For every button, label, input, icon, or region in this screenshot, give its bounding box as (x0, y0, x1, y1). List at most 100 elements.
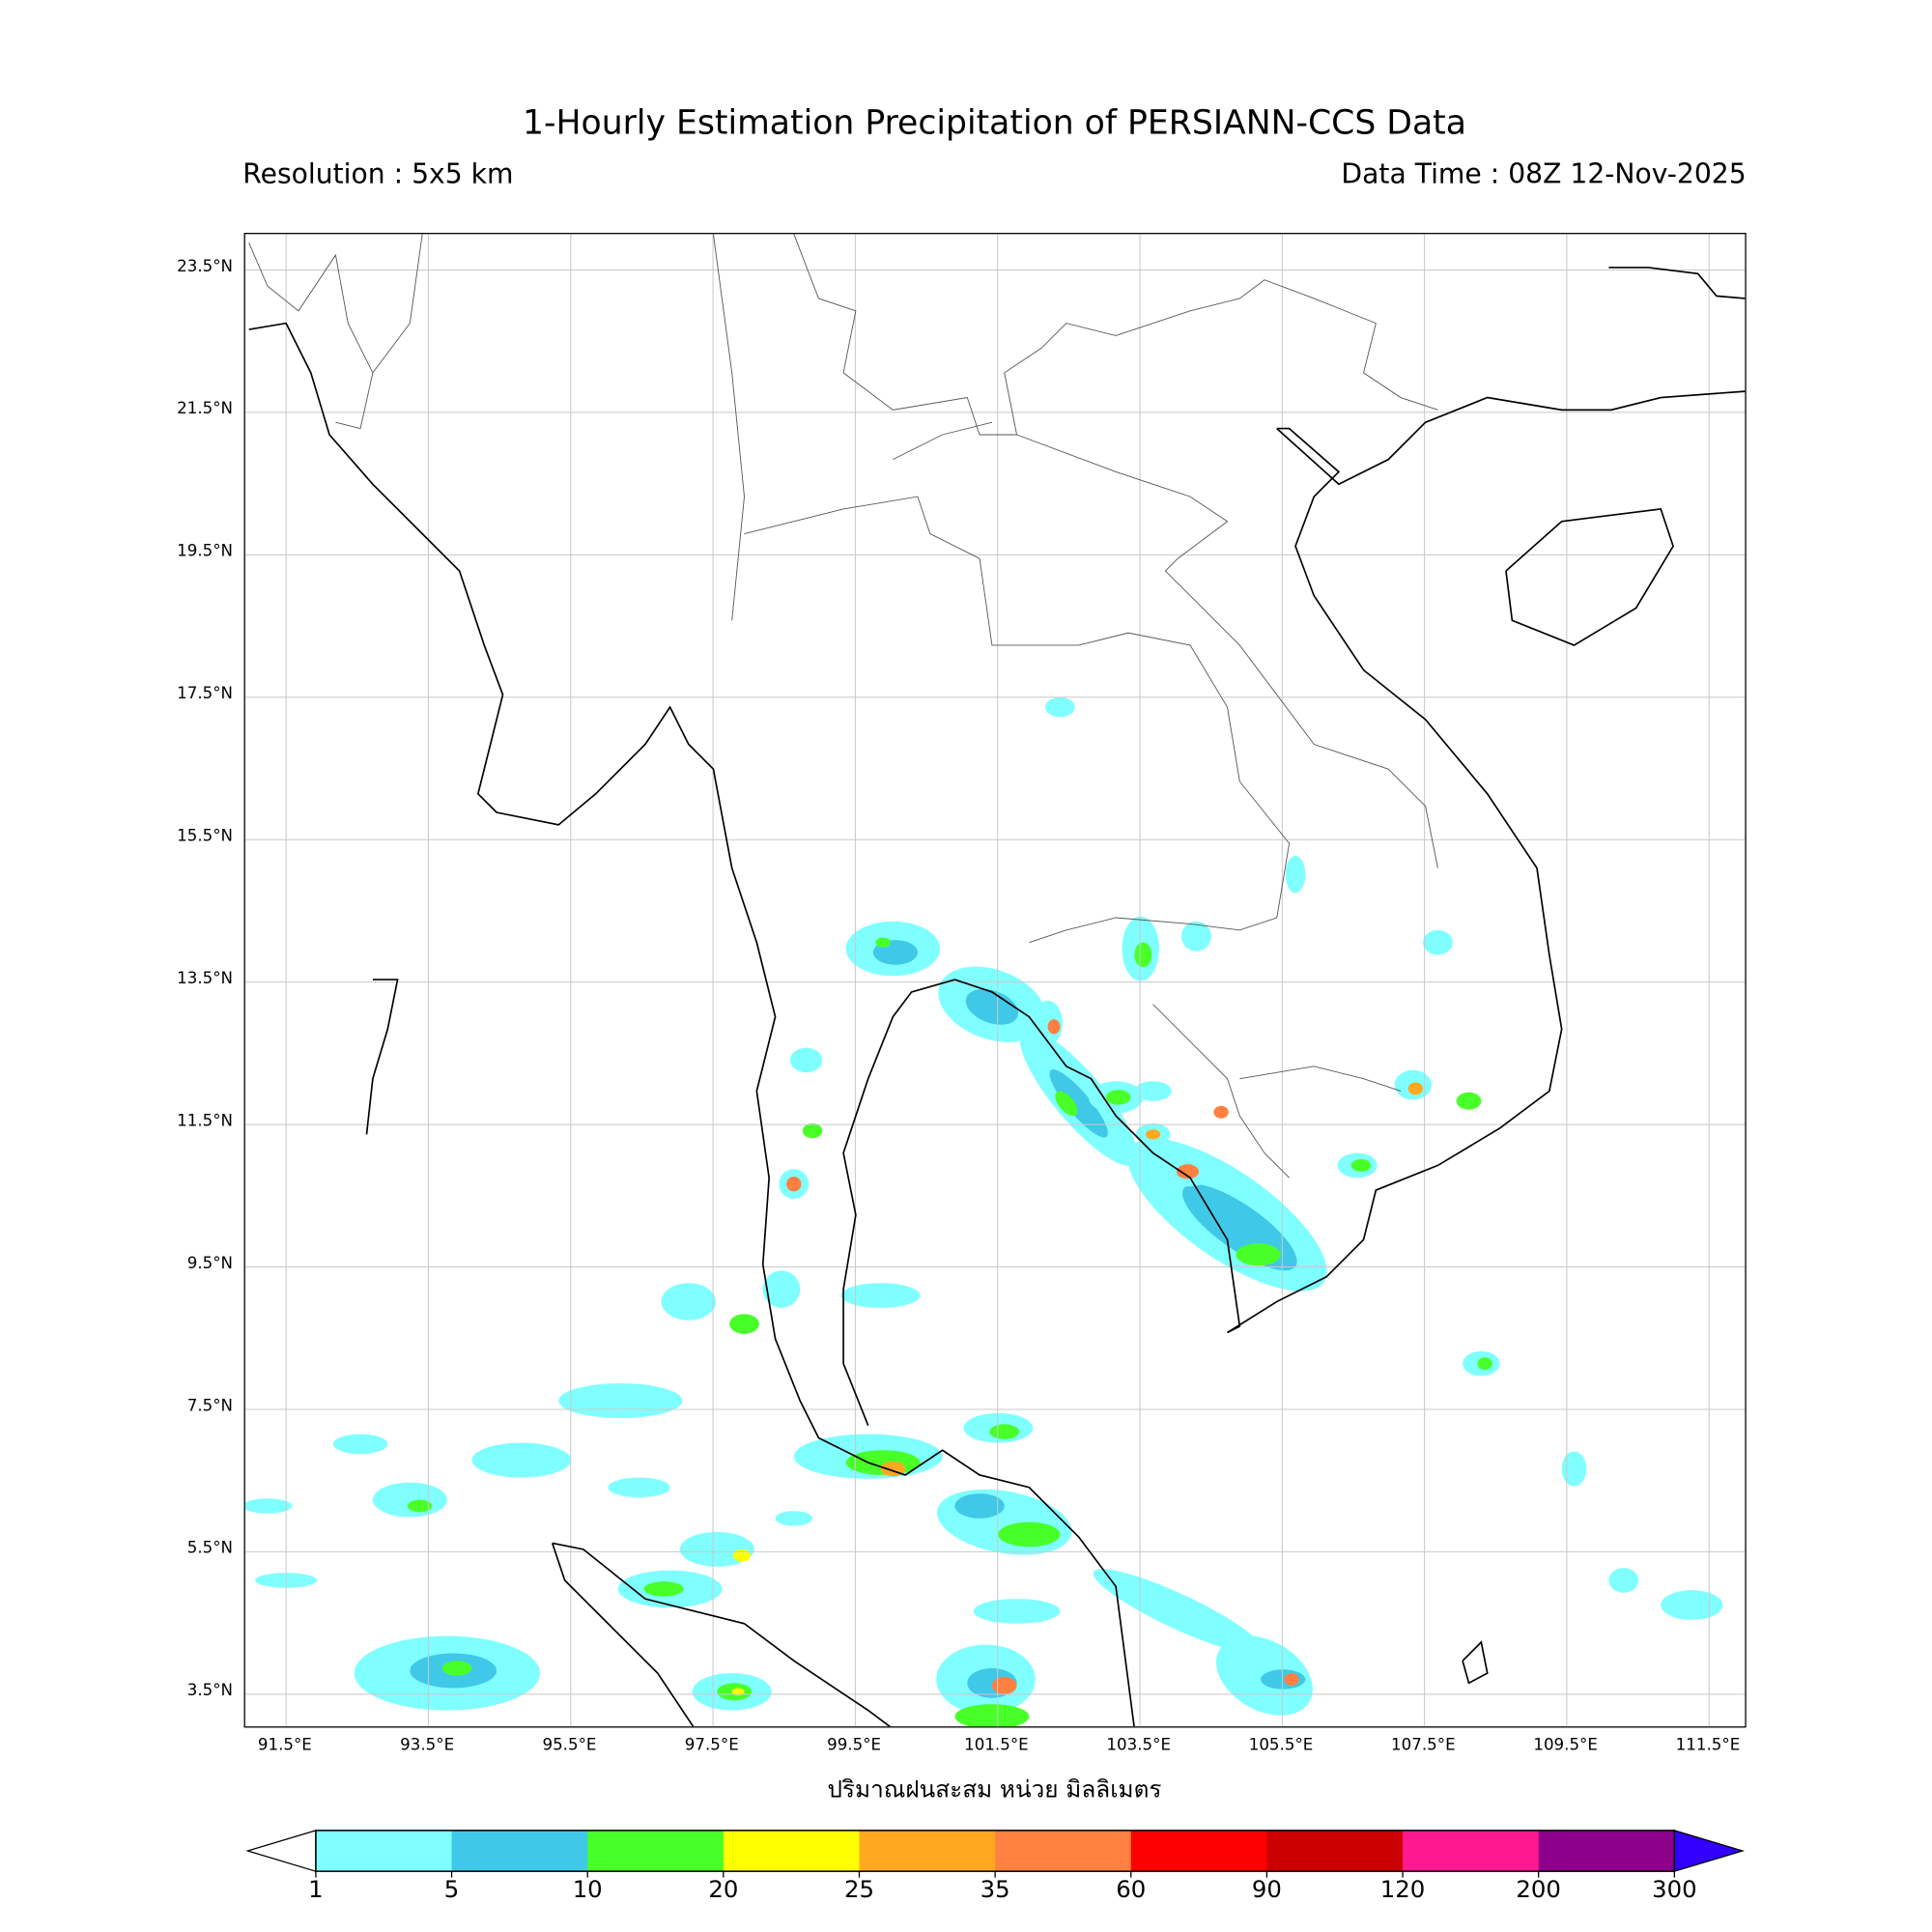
coastline (248, 322, 1135, 1727)
colorbar-over-arrow (1673, 1830, 1746, 1873)
lon-tick-label: 107.5°E (1391, 1736, 1456, 1755)
lon-tick-label: 95.5°E (542, 1736, 597, 1755)
rain-area (1423, 929, 1453, 955)
colorbar-tick-label: 90 (1251, 1876, 1282, 1904)
rain-area (372, 1482, 447, 1518)
rain-area (762, 1270, 801, 1308)
colorbar-tick-label: 20 (708, 1876, 739, 1904)
rain-area (729, 1314, 759, 1334)
colorbar-segment (859, 1830, 996, 1872)
lon-tick-label: 109.5°E (1533, 1736, 1598, 1755)
lat-tick-label: 17.5°N (177, 684, 234, 704)
rain-area (1049, 1069, 1108, 1138)
precipitation-map (244, 234, 1746, 1727)
rain-area (954, 1493, 1005, 1519)
rain-area (1181, 921, 1211, 952)
map-panel (243, 233, 1747, 1728)
rain-area (1285, 855, 1306, 894)
rain-area (332, 1434, 388, 1455)
rain-area (471, 1442, 572, 1478)
rain-area (954, 1704, 1030, 1727)
lat-tick-label: 9.5°N (186, 1254, 234, 1273)
rain-area (1145, 1129, 1161, 1140)
rain-area (1176, 1164, 1200, 1179)
rain-area (1105, 1090, 1131, 1105)
rain-area (1134, 1081, 1172, 1101)
rain-area (558, 1383, 683, 1418)
resolution-label: Resolution : 5x5 km (242, 159, 514, 191)
lon-tick-label: 105.5°E (1248, 1736, 1314, 1755)
lon-tick-label: 99.5°E (827, 1736, 882, 1755)
colorbar-tick-label: 35 (980, 1876, 1010, 1904)
rain-area (1055, 1091, 1078, 1117)
border-line (1152, 1004, 1290, 1179)
lat-tick-label: 19.5°N (177, 542, 234, 561)
coastline (1505, 508, 1674, 646)
colorbar-under-arrow (245, 1830, 317, 1873)
rain-area (786, 1176, 802, 1192)
lat-tick-label: 23.5°N (177, 257, 234, 276)
rain-area (1134, 942, 1152, 968)
rain-area (1561, 1451, 1587, 1487)
lon-tick-label: 93.5°E (400, 1736, 455, 1755)
lon-tick-label: 101.5°E (964, 1736, 1029, 1755)
map-title: 1-Hourly Estimation Precipitation of PER… (522, 103, 1466, 143)
rain-area (1236, 1243, 1281, 1266)
lon-tick-label: 97.5°E (684, 1736, 739, 1755)
border-line (1239, 1065, 1402, 1092)
colorbar-segment (1266, 1830, 1404, 1872)
coastline (552, 1542, 892, 1727)
colorbar-segment (1130, 1830, 1268, 1872)
coastline (842, 427, 1563, 1426)
lat-tick-label: 3.5°N (186, 1682, 234, 1701)
rain-area (1456, 1092, 1482, 1110)
lat-tick-label: 15.5°N (177, 827, 234, 846)
colorbar (245, 1830, 1746, 1878)
rain-area (407, 1499, 433, 1513)
border-line (1016, 434, 1438, 868)
colorbar-tick-label: 10 (572, 1876, 603, 1904)
coastline (1608, 267, 1746, 299)
border-line (248, 242, 374, 374)
colorbar-segment (451, 1830, 588, 1872)
rain-area (1033, 1000, 1063, 1046)
rain-area (998, 1521, 1061, 1548)
colorbar-tick-label: 60 (1116, 1876, 1147, 1904)
colorbar-segment (723, 1830, 861, 1872)
colorbar-segment (315, 1830, 453, 1872)
rain-area (1608, 1568, 1639, 1593)
border-line (793, 234, 1438, 436)
colorbar-tick-label: 25 (843, 1876, 874, 1904)
lon-tick-label: 91.5°E (257, 1736, 312, 1755)
border-line (713, 234, 745, 621)
rain-area (1661, 1590, 1723, 1620)
rain-area (875, 937, 891, 948)
rain-area (802, 1122, 823, 1139)
lon-tick-label: 103.5°E (1106, 1736, 1171, 1755)
border-line (893, 421, 993, 461)
rain-area (789, 1047, 823, 1073)
lat-tick-label: 21.5°N (177, 400, 234, 419)
rain-area (989, 1424, 1020, 1439)
rain-area (991, 1676, 1017, 1694)
colorbar-segment (1403, 1830, 1540, 1872)
rain-area (244, 1498, 293, 1514)
rain-area (1047, 1019, 1061, 1035)
rain-area (1093, 1569, 1263, 1654)
rain-area (973, 1599, 1061, 1624)
rain-area (775, 1511, 813, 1526)
rain-area (441, 1661, 472, 1676)
rain-area (1407, 1082, 1424, 1095)
border-line (744, 496, 1291, 944)
lat-tick-label: 5.5°N (186, 1539, 234, 1558)
lat-tick-label: 7.5°N (186, 1397, 234, 1416)
coastlines (248, 267, 1746, 1727)
rain-area (840, 1283, 921, 1308)
colorbar-tick-label: 200 (1516, 1876, 1561, 1904)
rain-area (1350, 1158, 1372, 1172)
border-line (335, 234, 423, 430)
lon-tick-label: 111.5°E (1675, 1736, 1741, 1755)
rain-area (732, 1548, 751, 1562)
coastline (552, 1543, 695, 1727)
